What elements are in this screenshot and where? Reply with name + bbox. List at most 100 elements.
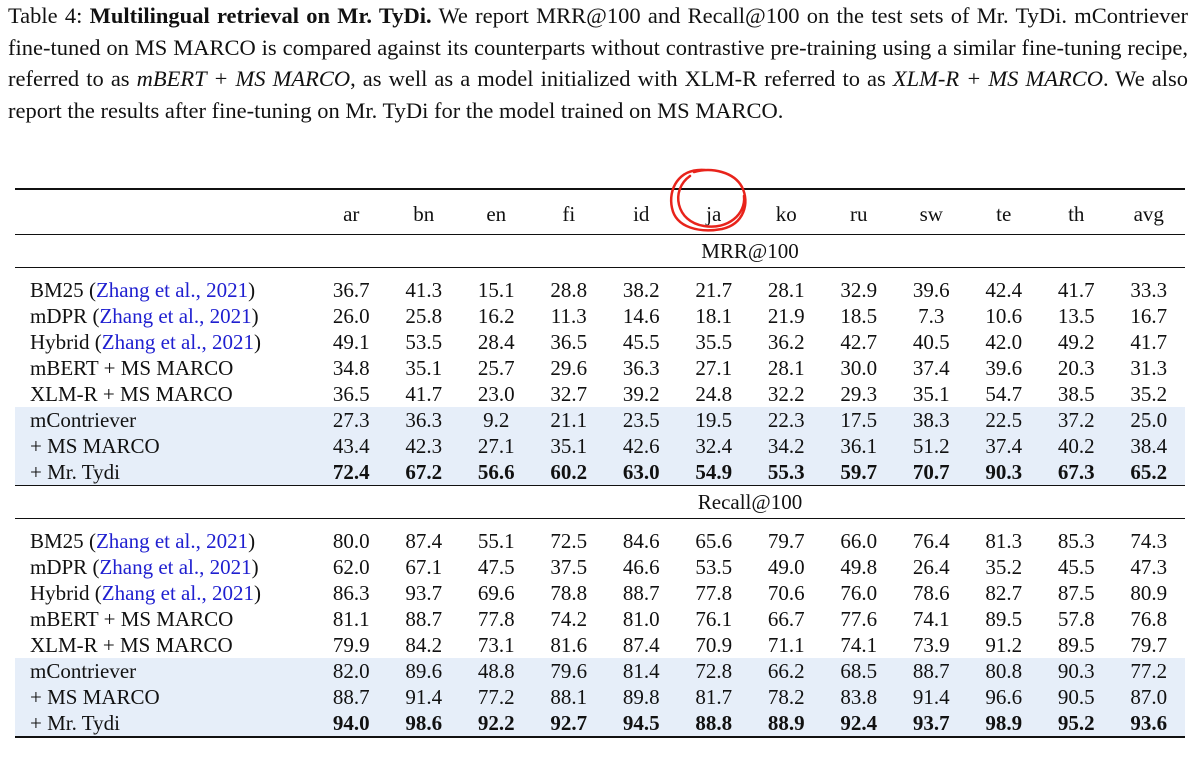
value-cell: 82.7 — [985, 581, 1023, 605]
model-name: XLM-R + MS MARCO — [30, 382, 233, 406]
column-header: fi — [532, 188, 605, 235]
model-name: + MS MARCO — [30, 685, 160, 709]
model-cell: mDPR (Zhang et al., 2021) — [15, 303, 315, 329]
value-cell: 86.3 — [332, 581, 370, 605]
results-table: ar bn en fi id ja ko ru sw te th avg MRR@100 BM25 (Zh… — [15, 188, 1185, 738]
caption-italic: XLM-R + MS MARCO — [892, 66, 1103, 92]
value-cell: 45.5 — [622, 330, 660, 354]
data-row: XLM-R + MS MARCO 36.5 41.7 23.0 32.7 39.2 24.8… — [15, 381, 1185, 407]
value-cell: 26.4 — [912, 555, 950, 579]
data-row: mContriever 27.3 36.3 9.2 21.1 23.5 19.5 22.3 17… — [15, 407, 1185, 433]
model-cell: Hybrid (Zhang et al., 2021) — [15, 329, 315, 355]
value-cell: 21.7 — [695, 278, 733, 302]
value-cell: 88.8 — [677, 710, 750, 738]
value-cell: 63.0 — [605, 459, 678, 486]
value-cell: 35.2 — [1130, 382, 1168, 406]
value-cell: 18.1 — [695, 304, 733, 328]
value-cell: 88.1 — [532, 684, 605, 710]
value-cell: 48.8 — [460, 658, 533, 684]
model-name: XLM-R + MS MARCO — [30, 633, 233, 657]
header-cell — [15, 188, 315, 235]
data-row: + MS MARCO 43.4 42.3 27.1 35.1 42.6 32.4 34.2 36… — [15, 433, 1185, 459]
data-row: mDPR (Zhang et al., 2021) 26.0 25.8 16.2 11.… — [15, 303, 1185, 329]
value-cell: 76.0 — [840, 581, 878, 605]
value-cell: 17.5 — [822, 407, 895, 433]
data-row: Hybrid (Zhang et al., 2021) 86.3 93.7 69.6 7… — [15, 580, 1185, 606]
value-cell: 37.5 — [550, 555, 588, 579]
value-cell: 28.4 — [477, 330, 515, 354]
value-cell: 79.7 — [1130, 633, 1168, 657]
model-cell: mBERT + MS MARCO — [15, 606, 315, 632]
value-cell: 77.2 — [460, 684, 533, 710]
value-cell: 74.1 — [840, 633, 878, 657]
value-cell: 32.4 — [677, 433, 750, 459]
value-cell: 89.5 — [1057, 633, 1095, 657]
citation-link[interactable]: (Zhang et al., 2021) — [94, 330, 261, 354]
value-cell: 9.2 — [460, 407, 533, 433]
citation-link[interactable]: (Zhang et al., 2021) — [92, 304, 259, 328]
value-cell: 41.7 — [405, 382, 443, 406]
value-cell: 46.6 — [622, 555, 660, 579]
value-cell: 66.2 — [750, 658, 823, 684]
column-header: ja — [677, 188, 750, 235]
value-cell: 84.6 — [622, 529, 660, 553]
value-cell: 85.3 — [1057, 529, 1095, 553]
citation-link[interactable]: (Zhang et al., 2021) — [88, 529, 256, 553]
value-cell: 84.2 — [405, 633, 443, 657]
caption-title: Multilingual retrieval on Mr. TyDi. — [89, 3, 432, 28]
model-cell: + Mr. Tydi — [15, 459, 315, 486]
value-cell: 11.3 — [550, 304, 587, 328]
model-name: mBERT + MS MARCO — [30, 356, 234, 380]
model-name: mDPR — [30, 304, 88, 328]
value-cell: 83.8 — [822, 684, 895, 710]
value-cell: 87.5 — [1057, 581, 1095, 605]
model-name: + MS MARCO — [30, 434, 160, 458]
value-cell: 39.6 — [912, 278, 950, 302]
model-cell: + MS MARCO — [15, 433, 315, 459]
column-header: ar — [315, 188, 388, 235]
citation-link[interactable]: (Zhang et al., 2021) — [94, 581, 261, 605]
value-cell: 18.5 — [840, 304, 878, 328]
model-name: mContriever — [30, 408, 137, 432]
model-name: + Mr. Tydi — [30, 460, 120, 484]
value-cell: 24.8 — [695, 382, 733, 406]
value-cell: 51.2 — [895, 433, 968, 459]
value-cell: 40.2 — [1040, 433, 1113, 459]
value-cell: 55.3 — [750, 459, 823, 486]
value-cell: 36.3 — [622, 356, 660, 380]
value-cell: 76.4 — [912, 529, 950, 553]
value-cell: 13.5 — [1057, 304, 1095, 328]
value-cell: 23.5 — [605, 407, 678, 433]
caption-label: Table 4: — [8, 3, 83, 28]
value-cell: 88.9 — [750, 710, 823, 738]
model-name: BM25 — [30, 278, 84, 302]
citation-link[interactable]: (Zhang et al., 2021) — [92, 555, 259, 579]
value-cell: 36.3 — [387, 407, 460, 433]
citation-link[interactable]: (Zhang et al., 2021) — [88, 278, 256, 302]
model-cell: mContriever — [15, 658, 315, 684]
data-row: + Mr. Tydi 94.0 98.6 92.2 92.7 94.5 88.8 88.9 92… — [15, 710, 1185, 738]
value-cell: 72.8 — [677, 658, 750, 684]
model-cell: mContriever — [15, 407, 315, 433]
value-cell: 21.1 — [532, 407, 605, 433]
value-cell: 37.4 — [967, 433, 1040, 459]
value-cell: 88.7 — [315, 684, 388, 710]
value-cell: 67.1 — [405, 555, 443, 579]
value-cell: 42.3 — [387, 433, 460, 459]
value-cell: 77.8 — [477, 607, 515, 631]
value-cell: 53.5 — [695, 555, 733, 579]
value-cell: 32.9 — [840, 278, 878, 302]
value-cell: 16.2 — [477, 304, 515, 328]
value-cell: 25.8 — [405, 304, 443, 328]
value-cell: 74.3 — [1130, 529, 1168, 553]
value-cell: 36.5 — [550, 330, 588, 354]
value-cell: 49.0 — [767, 555, 805, 579]
value-cell: 34.8 — [332, 356, 370, 380]
value-cell: 89.6 — [387, 658, 460, 684]
value-cell: 90.3 — [1040, 658, 1113, 684]
value-cell: 91.4 — [895, 684, 968, 710]
value-cell: 32.2 — [767, 382, 805, 406]
value-cell: 87.4 — [405, 529, 443, 553]
value-cell: 10.6 — [985, 304, 1023, 328]
